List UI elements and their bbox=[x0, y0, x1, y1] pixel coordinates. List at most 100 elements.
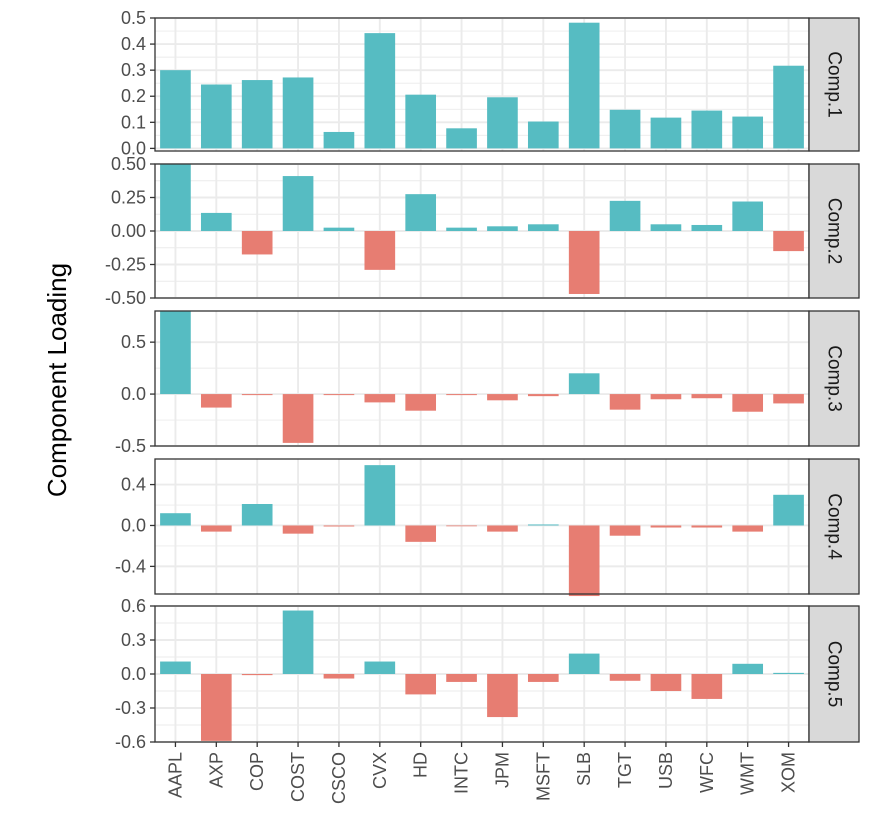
x-tick-label-aapl: AAPL bbox=[165, 752, 185, 798]
panel-comp-3: -0.5 0.0 0.5 Comp.3 bbox=[115, 310, 860, 456]
y-tick-label: -0.4 bbox=[115, 556, 146, 576]
bar-axp bbox=[200, 525, 232, 532]
facet-strip-label: Comp.3 bbox=[824, 345, 845, 412]
panel-comp-4: -0.4 0.0 0.4 Comp.4 bbox=[115, 458, 860, 597]
x-tick-label-wmt: WMT bbox=[738, 752, 758, 795]
panel-background bbox=[155, 311, 809, 446]
bar-csco bbox=[323, 394, 355, 396]
panel-comp-5: -0.6 -0.3 0.0 0.3 0.6 Comp.5 bbox=[115, 596, 860, 752]
x-tick-label-jpm: JPM bbox=[492, 752, 512, 788]
bar-wmt bbox=[732, 663, 764, 674]
y-tick-label: -0.6 bbox=[115, 732, 146, 752]
bar-tgt bbox=[609, 394, 641, 410]
facet-strip bbox=[808, 605, 860, 743]
x-tick-label-hd: HD bbox=[411, 752, 431, 778]
bar-cost bbox=[282, 394, 314, 443]
bar-cvx bbox=[364, 465, 396, 526]
bar-aapl bbox=[160, 70, 191, 149]
bar-slb bbox=[568, 525, 600, 597]
bar-msft bbox=[527, 121, 559, 149]
bar-jpm bbox=[487, 226, 518, 231]
bar-xom bbox=[773, 672, 804, 674]
facet-strip-label: Comp.4 bbox=[824, 493, 845, 560]
y-tick-label: 0.25 bbox=[111, 188, 146, 208]
facet-strip-label: Comp.5 bbox=[824, 641, 845, 708]
y-tick-label: 0.0 bbox=[121, 384, 146, 404]
bar-wmt bbox=[732, 116, 764, 149]
bar-cost bbox=[282, 77, 314, 149]
bar-hd bbox=[405, 674, 437, 695]
bar-usb bbox=[650, 394, 682, 400]
bar-wmt bbox=[732, 394, 764, 412]
bar-xom bbox=[773, 65, 804, 149]
bar-tgt bbox=[609, 200, 641, 231]
bar-cop bbox=[241, 231, 273, 255]
facet-strip bbox=[808, 458, 860, 595]
facet-panels: 0.0 0.1 0.2 0.3 0.4 0.5 Comp.1 -0.50 -0.25 0.00 0.… bbox=[105, 8, 860, 752]
bar-wfc bbox=[691, 394, 723, 399]
bar-intc bbox=[446, 227, 477, 231]
bar-axp bbox=[200, 212, 232, 231]
bar-cop bbox=[241, 504, 273, 526]
facet-strip-label: Comp.1 bbox=[824, 51, 845, 118]
y-tick-label: 0.1 bbox=[121, 112, 146, 132]
y-tick-label: -0.50 bbox=[105, 288, 146, 308]
y-tick-label: 0.2 bbox=[121, 86, 146, 106]
bar-slb bbox=[568, 231, 600, 294]
bar-xom bbox=[773, 394, 804, 404]
bar-hd bbox=[405, 194, 437, 231]
y-tick-label: 0.0 bbox=[121, 138, 146, 158]
bar-xom bbox=[773, 231, 804, 252]
y-tick-label: 0.0 bbox=[121, 664, 146, 684]
bar-cvx bbox=[364, 231, 396, 270]
y-axis-title: Component Loading bbox=[42, 263, 72, 497]
x-tick-label-tgt: TGT bbox=[615, 752, 635, 788]
bar-slb bbox=[568, 373, 600, 395]
bar-csco bbox=[323, 674, 355, 679]
bar-msft bbox=[527, 674, 559, 682]
facet-strip-label: Comp.2 bbox=[824, 198, 845, 265]
bar-wfc bbox=[691, 525, 723, 528]
bar-jpm bbox=[487, 97, 518, 149]
x-tick-label-cop: COP bbox=[247, 752, 267, 791]
bar-wmt bbox=[732, 525, 764, 532]
x-tick-label-slb: SLB bbox=[574, 752, 594, 786]
y-tick-label: 0.00 bbox=[111, 221, 146, 241]
bar-jpm bbox=[487, 525, 518, 532]
bar-tgt bbox=[609, 674, 641, 681]
bar-msft bbox=[527, 524, 559, 526]
bar-jpm bbox=[487, 394, 518, 401]
bar-axp bbox=[200, 84, 232, 149]
bar-cvx bbox=[364, 394, 396, 403]
bar-aapl bbox=[160, 164, 191, 231]
y-tick-label: -0.25 bbox=[105, 255, 146, 275]
bar-cop bbox=[241, 80, 273, 149]
bar-slb bbox=[568, 22, 600, 149]
facet-strip bbox=[808, 163, 860, 299]
bar-intc bbox=[446, 525, 477, 527]
x-tick-label-usb: USB bbox=[656, 752, 676, 789]
bar-tgt bbox=[609, 109, 641, 149]
panel-comp-2: -0.50 -0.25 0.00 0.25 0.50 Comp.2 bbox=[105, 154, 860, 308]
bar-hd bbox=[405, 94, 437, 149]
bar-cvx bbox=[364, 33, 396, 149]
facet-strip bbox=[808, 17, 860, 152]
bar-usb bbox=[650, 117, 682, 149]
bar-cost bbox=[282, 176, 314, 231]
bar-csco bbox=[323, 525, 355, 527]
x-tick-label-msft: MSFT bbox=[533, 752, 553, 801]
bar-hd bbox=[405, 394, 437, 411]
bar-axp bbox=[200, 674, 232, 741]
y-tick-label: 0.4 bbox=[121, 475, 146, 495]
bar-slb bbox=[568, 653, 600, 674]
bar-cop bbox=[241, 394, 273, 396]
bar-msft bbox=[527, 394, 559, 397]
bar-xom bbox=[773, 494, 804, 526]
bar-hd bbox=[405, 525, 437, 542]
bar-cost bbox=[282, 525, 314, 534]
bar-cvx bbox=[364, 661, 396, 674]
bar-intc bbox=[446, 674, 477, 682]
y-tick-label: 0.0 bbox=[121, 515, 146, 535]
x-axis: AAPL AXP COP COST CSCO CVX HD INTC JPM MSFT SLB TGT… bbox=[165, 742, 799, 804]
